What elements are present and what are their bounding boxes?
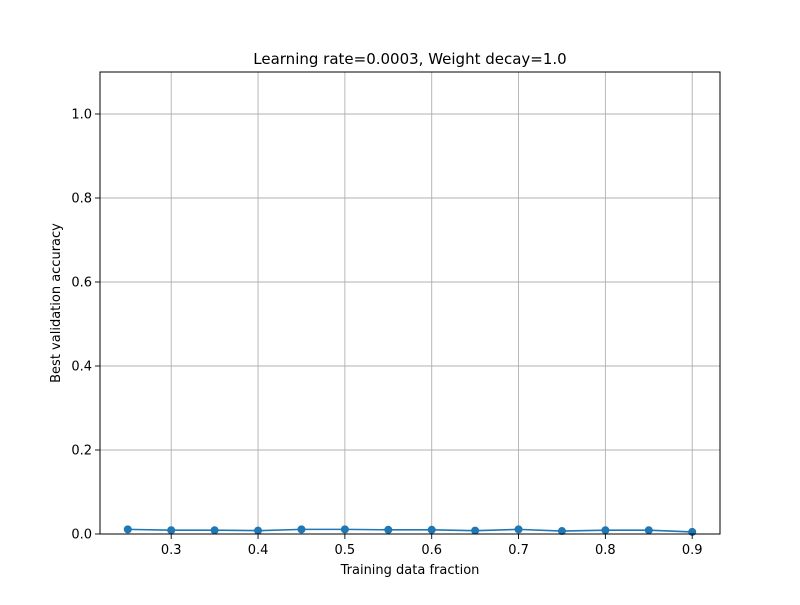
x-tick-label-5: 0.8 (595, 543, 616, 558)
series-layer (123, 525, 697, 536)
y-tick-label-5: 1.0 (71, 108, 92, 123)
data-point-0-10 (557, 527, 566, 536)
data-point-0-0 (123, 525, 132, 534)
data-point-0-6 (384, 525, 393, 534)
x-axis-label: Training data fraction (340, 563, 480, 578)
data-point-0-11 (601, 526, 610, 535)
data-point-0-5 (340, 525, 349, 534)
data-point-0-4 (297, 525, 306, 534)
ticks: 0.3 0.4 0.5 0.6 0.7 0.8 0.9 0.0 0.2 0.4 0.6 0.8 1.0 (71, 108, 702, 559)
data-point-0-9 (514, 525, 523, 534)
x-tick-label-3: 0.6 (421, 543, 442, 558)
y-tick-label-1: 0.2 (71, 444, 92, 459)
x-tick-label-4: 0.7 (508, 543, 529, 558)
y-tick-label-4: 0.8 (71, 192, 92, 207)
axes-frame (99, 71, 721, 535)
y-tick-label-0: 0.0 (71, 528, 92, 543)
y-tick-label-2: 0.4 (71, 360, 92, 375)
y-tick-label-3: 0.6 (71, 276, 92, 291)
y-axis-label: Best validation accuracy (49, 223, 64, 383)
data-point-0-7 (427, 525, 436, 534)
data-point-0-12 (644, 526, 653, 535)
x-tick-label-1: 0.4 (248, 543, 269, 558)
data-point-0-2 (210, 526, 219, 535)
series-line-0 (127, 528, 693, 533)
x-tick-label-0: 0.3 (161, 543, 182, 558)
chart-title: Learning rate=0.0003, Weight decay=1.0 (253, 50, 566, 68)
data-point-0-1 (167, 526, 176, 535)
x-tick-label-2: 0.5 (335, 543, 356, 558)
grid (100, 72, 720, 535)
data-point-0-3 (254, 526, 263, 535)
data-point-0-8 (471, 526, 480, 535)
x-tick-label-6: 0.9 (682, 543, 703, 558)
